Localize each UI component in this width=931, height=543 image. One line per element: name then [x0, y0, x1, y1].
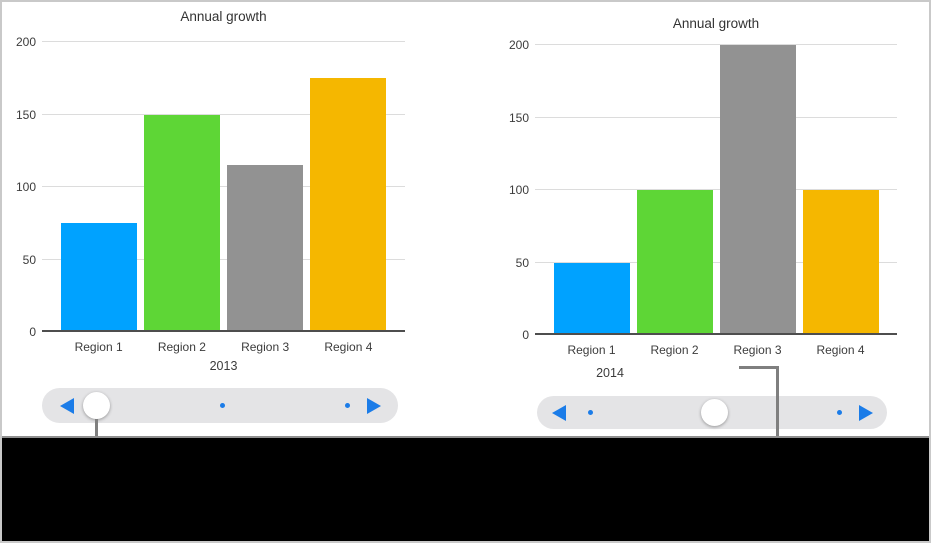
- callout-line-right-vertical: [776, 366, 779, 483]
- bar-region-4: [802, 190, 879, 333]
- category-label: Region 4: [816, 343, 865, 357]
- gridline: [42, 186, 405, 187]
- slider-dot[interactable]: [220, 403, 225, 408]
- bar-region-2: [636, 190, 713, 333]
- y-tick-label: 100: [508, 183, 529, 197]
- slider-next-button[interactable]: [859, 404, 873, 421]
- gridline: [535, 261, 897, 263]
- chart1-plot-area: 0 50 100 150 200 Region 1 Region 2 Region 3 Regi…: [16, 35, 405, 354]
- slider-next-button[interactable]: [367, 397, 381, 414]
- gridline: [42, 113, 405, 115]
- bar-region-3: [719, 45, 796, 333]
- category-label: Region 1: [74, 340, 123, 354]
- bar-region-1: [553, 262, 630, 333]
- slider-dot[interactable]: [837, 410, 842, 415]
- y-tick-label: 150: [508, 110, 529, 125]
- callout-line-right-horizontal: [739, 366, 779, 369]
- chart1-slider-thumb[interactable]: [83, 392, 110, 419]
- category-label: Region 3: [733, 343, 782, 357]
- bar-region-2: [143, 114, 220, 330]
- category-label: Region 3: [241, 340, 290, 354]
- category-label: Region 4: [324, 340, 373, 354]
- y-tick-label: 0: [522, 328, 529, 342]
- category-label: Region 2: [650, 343, 699, 357]
- slider-dot[interactable]: [345, 403, 350, 408]
- chart1-year-label: 2013: [209, 359, 238, 373]
- slider-dot[interactable]: [588, 410, 593, 415]
- chart2-plot-area: 0 50 100 150 200 Region 1 Region 2 Region 3 Regi…: [509, 38, 897, 357]
- y-tick-label: 200: [508, 38, 529, 52]
- chart1-title: Annual growth: [180, 9, 267, 24]
- caption-band: [2, 436, 929, 541]
- category-label: Region 2: [157, 340, 206, 354]
- bar-region-1: [60, 223, 137, 330]
- chart2-year-slider-track[interactable]: [537, 396, 887, 429]
- bar-region-4: [310, 78, 387, 330]
- y-tick-label: 0: [29, 325, 36, 339]
- category-label: Region 1: [567, 343, 616, 357]
- y-tick-label: 200: [15, 35, 36, 49]
- slider-prev-button[interactable]: [552, 404, 566, 421]
- x-axis-line: [42, 330, 405, 332]
- gridline: [535, 189, 897, 190]
- y-tick-label: 50: [515, 255, 529, 270]
- bar-region-3: [227, 165, 304, 330]
- gridline: [42, 41, 405, 42]
- y-tick-label: 150: [15, 107, 36, 122]
- gridline: [535, 116, 897, 118]
- y-tick-label: 50: [22, 252, 36, 267]
- gridline: [42, 258, 405, 260]
- chart1-year-slider-track[interactable]: [42, 388, 398, 423]
- chart2-slider-thumb[interactable]: [701, 399, 728, 426]
- slider-prev-button[interactable]: [60, 397, 74, 414]
- x-axis-line: [535, 333, 897, 335]
- chart2-year-label: 2014: [596, 366, 624, 380]
- gridline: [535, 44, 897, 45]
- y-tick-label: 100: [15, 180, 36, 194]
- chart2-title: Annual growth: [672, 16, 760, 31]
